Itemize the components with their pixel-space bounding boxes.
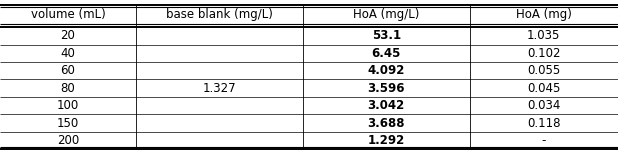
Text: 1.292: 1.292 <box>368 134 405 147</box>
Text: 1.327: 1.327 <box>203 82 236 95</box>
Text: 1.035: 1.035 <box>527 29 561 42</box>
Text: 4.092: 4.092 <box>368 64 405 77</box>
Text: 80: 80 <box>61 82 75 95</box>
Text: 0.034: 0.034 <box>527 99 561 112</box>
Text: 200: 200 <box>57 134 79 147</box>
Text: 60: 60 <box>61 64 75 77</box>
Text: 20: 20 <box>61 29 75 42</box>
Text: 53.1: 53.1 <box>371 29 401 42</box>
Text: 0.055: 0.055 <box>527 64 561 77</box>
Text: 3.596: 3.596 <box>368 82 405 95</box>
Text: 0.118: 0.118 <box>527 117 561 130</box>
Text: 0.102: 0.102 <box>527 47 561 60</box>
Text: -: - <box>541 134 546 147</box>
Text: 3.688: 3.688 <box>368 117 405 130</box>
Text: HoA (mg/L): HoA (mg/L) <box>353 8 420 21</box>
Text: 3.042: 3.042 <box>368 99 405 112</box>
Text: volume (mL): volume (mL) <box>31 8 105 21</box>
Text: HoA (mg): HoA (mg) <box>516 8 572 21</box>
Text: base blank (mg/L): base blank (mg/L) <box>166 8 273 21</box>
Text: 0.045: 0.045 <box>527 82 561 95</box>
Text: 100: 100 <box>57 99 79 112</box>
Text: 150: 150 <box>57 117 79 130</box>
Text: 6.45: 6.45 <box>371 47 401 60</box>
Text: 40: 40 <box>61 47 75 60</box>
